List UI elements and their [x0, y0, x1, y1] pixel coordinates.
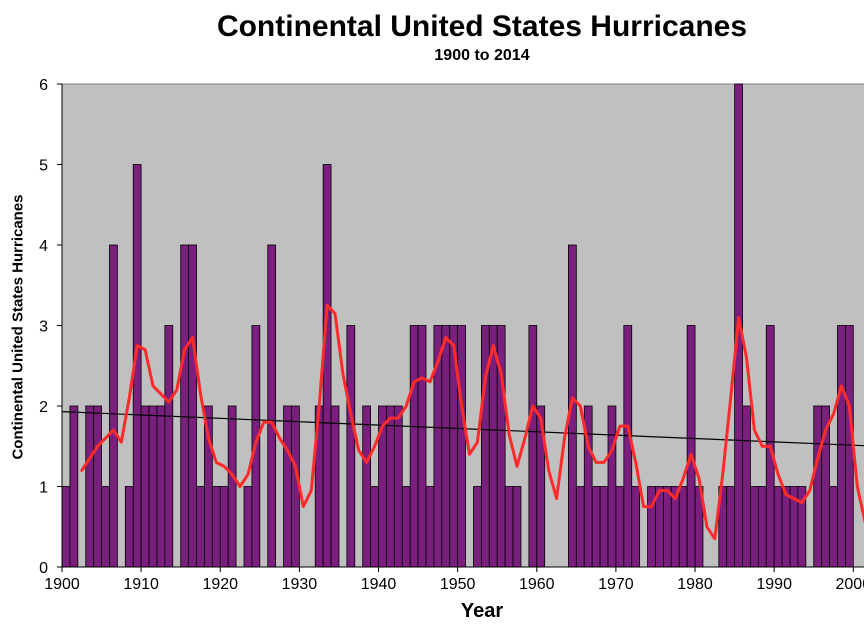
x-tick-label: 1980 — [677, 576, 713, 593]
x-tick-label: 1900 — [44, 576, 80, 593]
bar-1959 — [528, 325, 538, 568]
bar-1933 — [322, 164, 332, 568]
bar-1901 — [69, 405, 79, 568]
bar-1976 — [662, 486, 672, 568]
x-tick-label: 1930 — [282, 576, 318, 593]
bar-1905 — [101, 486, 110, 568]
bar-1936 — [346, 325, 356, 568]
bar-1952 — [473, 486, 482, 568]
bar-1995 — [813, 405, 823, 568]
bar-1903 — [85, 405, 95, 568]
bar-1965 — [575, 486, 585, 568]
y-tick-label: 0 — [39, 560, 48, 577]
bar-1917 — [196, 486, 205, 568]
bar-1911 — [148, 405, 158, 568]
bar-1988 — [757, 486, 767, 568]
bar-1939 — [370, 486, 379, 568]
bar-1915 — [180, 244, 190, 568]
axes: 0 1 2 3 4 5 6 1900 1910 1920 1930 1940 1950 1960 1970 1… — [39, 77, 864, 593]
bar-1987 — [750, 486, 759, 568]
bar-1942 — [393, 405, 403, 568]
bar-1945 — [417, 325, 427, 568]
x-tick-label: 1970 — [598, 576, 634, 593]
bar-1972 — [631, 486, 641, 568]
bar-1957 — [512, 486, 522, 568]
bar-series — [61, 83, 854, 568]
x-tick-label: 1920 — [202, 576, 238, 593]
bar-1944 — [409, 325, 419, 568]
bar-1991 — [781, 486, 791, 568]
bar-1998 — [837, 325, 846, 568]
bar-1984 — [726, 486, 736, 568]
bar-1926 — [267, 244, 277, 568]
bar-1990 — [773, 486, 783, 568]
bar-1904 — [93, 405, 102, 568]
y-tick-label: 4 — [39, 238, 48, 255]
bar-1969 — [607, 405, 617, 568]
bar-1986 — [742, 405, 751, 568]
bar-1919 — [211, 486, 221, 568]
chart-title: Continental United States Hurricanes — [216, 10, 748, 43]
x-tick-label: 1950 — [440, 576, 476, 593]
chart-subtitle: 1900 to 2014 — [434, 47, 530, 64]
bar-1928 — [283, 405, 292, 568]
y-tick-label: 3 — [39, 319, 48, 336]
smoothed-line — [80, 303, 864, 541]
x-tick-label: 2000 — [836, 576, 864, 593]
bar-1967 — [591, 486, 601, 568]
bar-1938 — [362, 405, 372, 568]
bar-1968 — [599, 486, 609, 568]
bar-1970 — [615, 486, 625, 568]
x-tick-label: 1940 — [361, 576, 397, 593]
bar-1950 — [457, 325, 466, 568]
y-tick-label: 5 — [39, 158, 48, 175]
bar-1943 — [401, 486, 411, 568]
bar-1941 — [386, 405, 395, 568]
bar-1978 — [678, 486, 688, 568]
bar-1971 — [623, 325, 633, 568]
bar-1997 — [829, 486, 838, 568]
bar-1912 — [156, 405, 166, 568]
bar-1934 — [330, 405, 340, 568]
bar-1913 — [164, 325, 174, 568]
bar-1921 — [227, 405, 237, 568]
bar-1948 — [441, 325, 451, 568]
bar-1906 — [109, 244, 118, 568]
y-tick-label: 2 — [39, 399, 48, 416]
bar-1979 — [686, 325, 696, 568]
bar-1910 — [140, 405, 150, 568]
y-tick-label: 6 — [39, 77, 48, 94]
bar-1900 — [61, 486, 71, 568]
x-tick-label: 1910 — [123, 576, 159, 593]
bar-1908 — [124, 486, 134, 568]
x-axis-label: Year — [460, 600, 504, 622]
bar-1920 — [219, 486, 229, 568]
x-tick-label: 1960 — [519, 576, 555, 593]
bar-1916 — [188, 244, 197, 568]
x-tick-label: 1990 — [756, 576, 792, 593]
bar-1946 — [425, 486, 435, 568]
bar-1923 — [243, 486, 253, 568]
smoothed-line-group — [80, 303, 864, 541]
bar-1956 — [504, 486, 514, 568]
y-tick-label: 1 — [39, 480, 48, 497]
